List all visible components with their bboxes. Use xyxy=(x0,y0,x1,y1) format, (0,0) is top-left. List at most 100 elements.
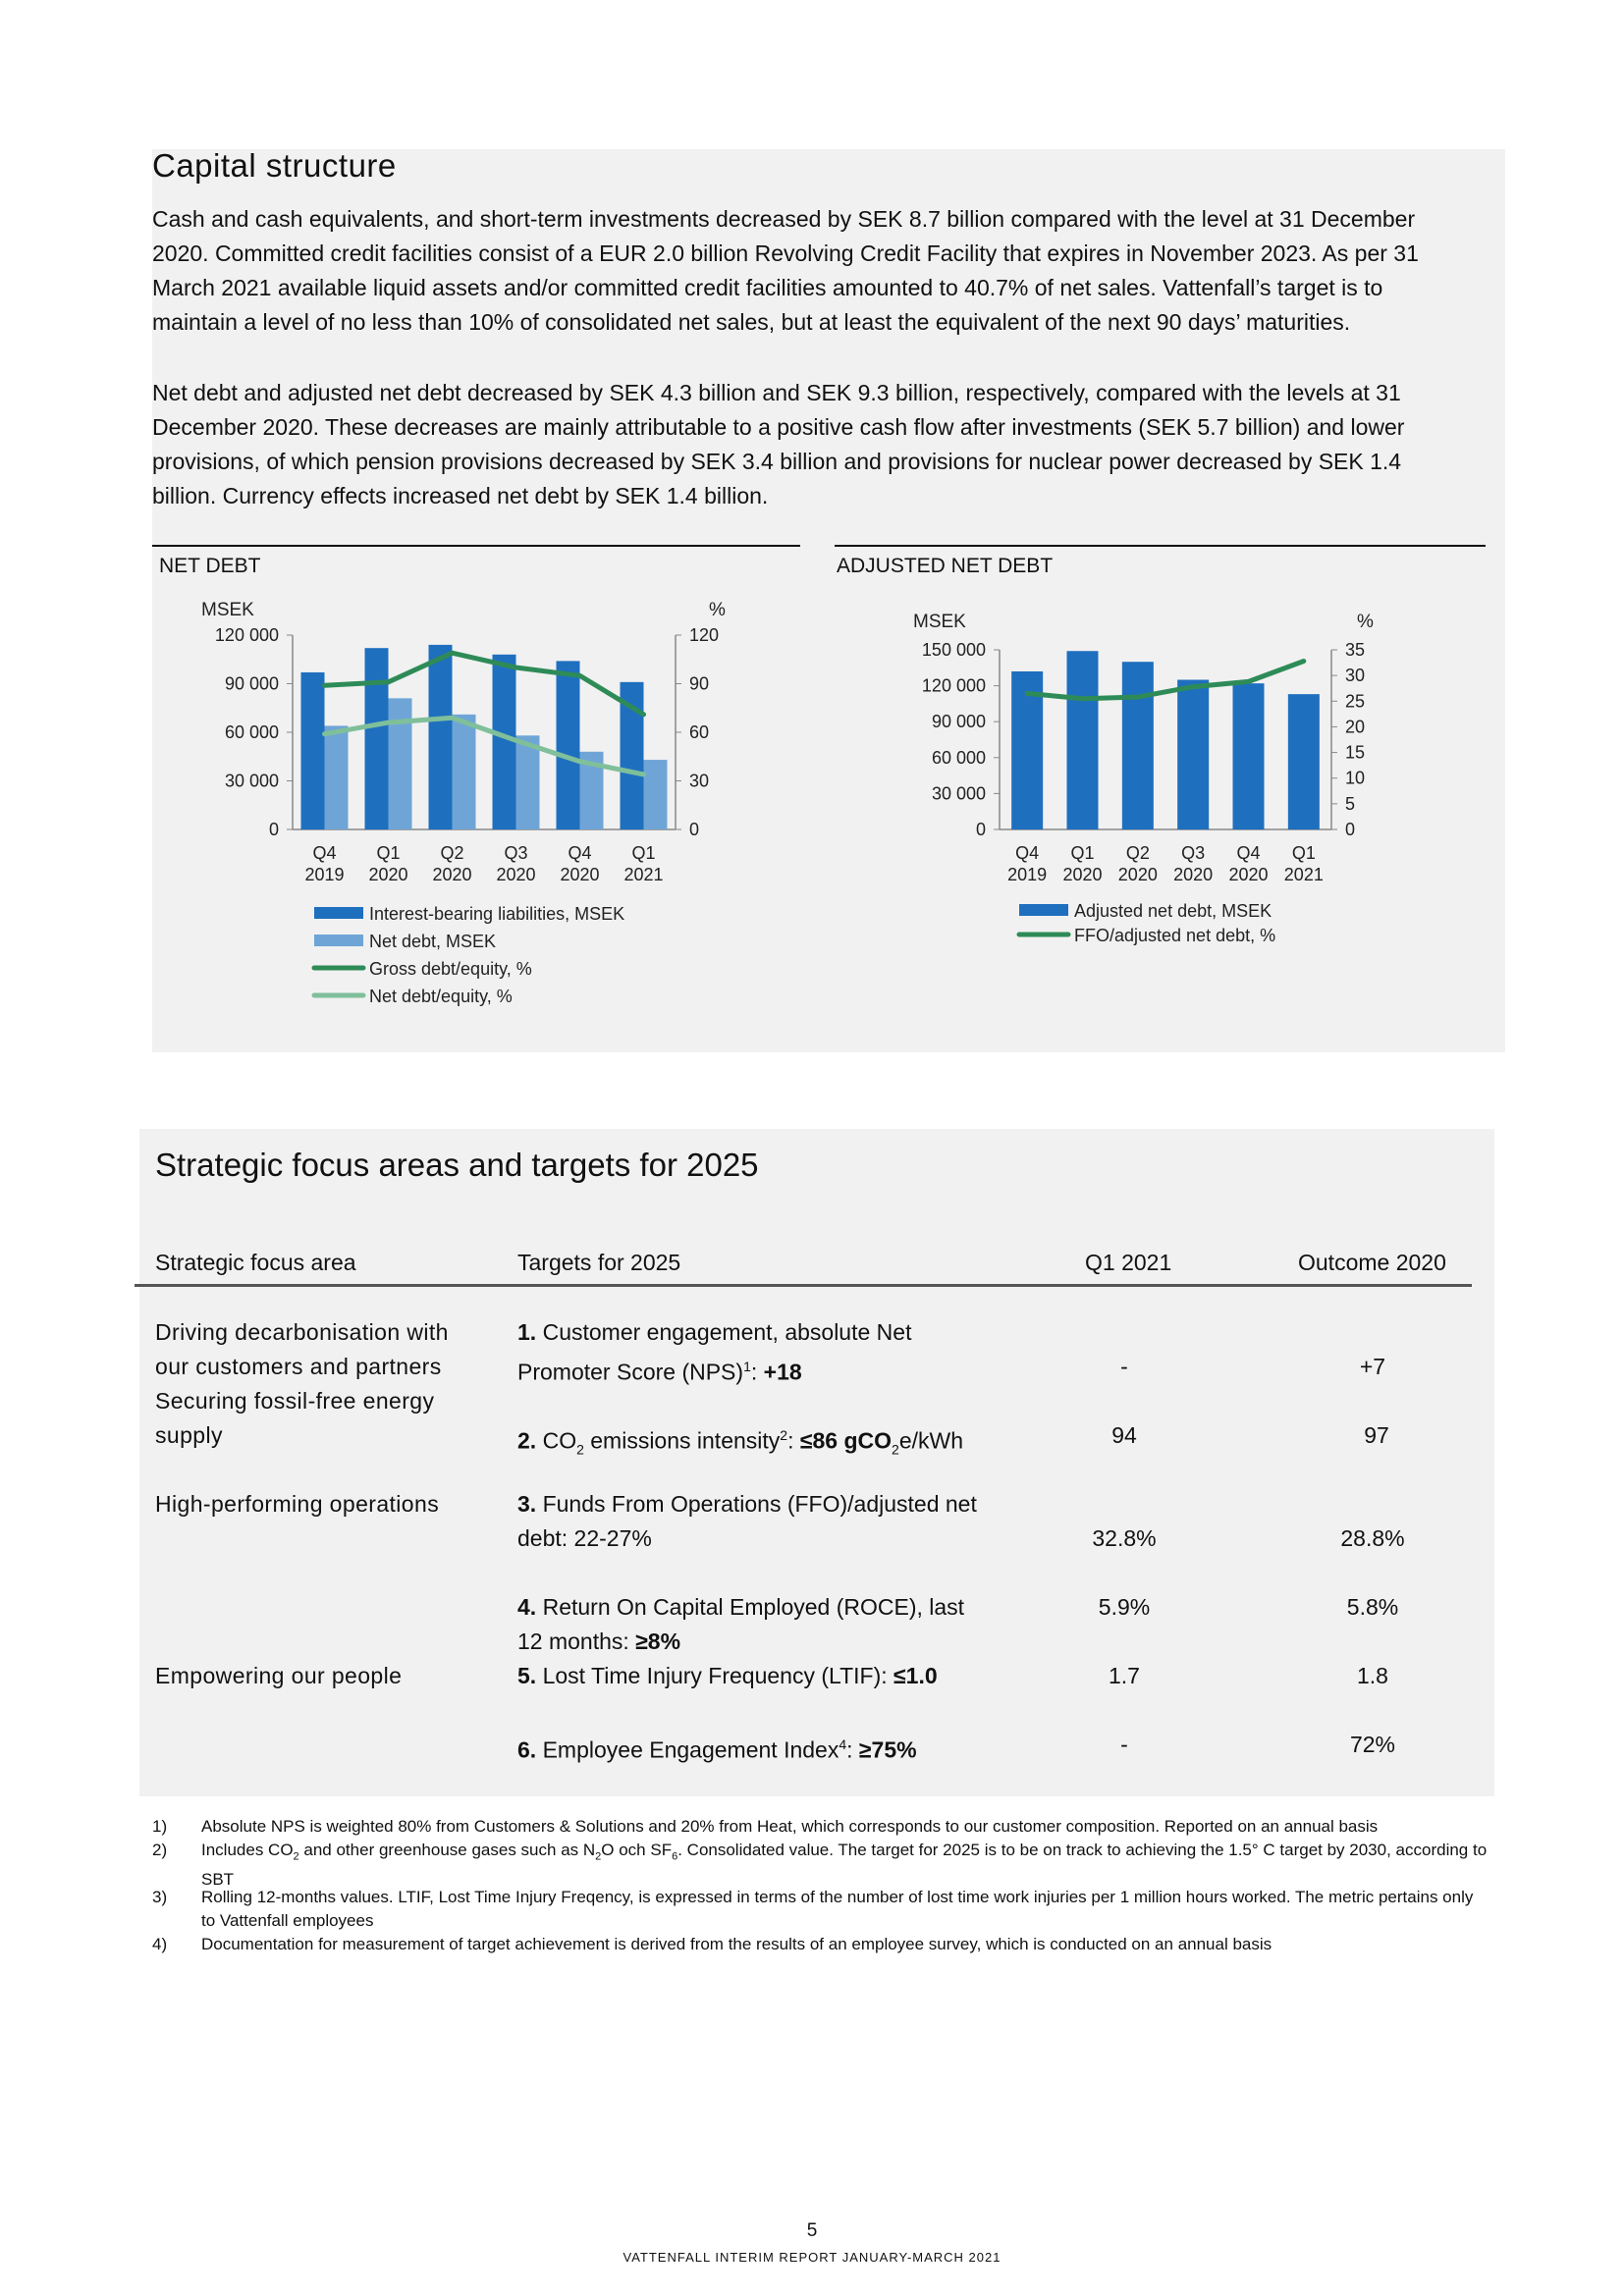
x-tick-label: Q3 2020 xyxy=(496,843,535,884)
x-tick-label: Q4 2020 xyxy=(1228,843,1268,884)
x-tick-label: Q3 2020 xyxy=(1173,843,1213,884)
area-high-performing: High-performing operations xyxy=(155,1491,440,1517)
footnote-2-number: 2) xyxy=(152,1841,168,1859)
bar-interest-bearing-liabilities-msek xyxy=(300,671,325,829)
net-debt-chart: MSEK % 0 30 000 60 000 90 000 120 000 0 30 60 90 12… xyxy=(201,600,726,1006)
y2-tick-label: 60 xyxy=(689,722,709,742)
outcome-value-1: +7 xyxy=(1359,1354,1386,1379)
y-tick-label: 150 000 xyxy=(922,640,986,660)
y2-tick-label: 0 xyxy=(1345,820,1355,839)
target-4-line-1: 4. Return On Capital Employed (ROCE), la… xyxy=(517,1594,965,1620)
target-1-line-2: Promoter Score (NPS)1: +18 xyxy=(517,1359,802,1385)
target-5: 5. Lost Time Injury Frequency (LTIF): ≤1… xyxy=(517,1663,938,1688)
bar-adjusted-net-debt-msek xyxy=(1177,679,1210,829)
footnote-1-text: Absolute NPS is weighted 80% from Custom… xyxy=(201,1817,1379,1836)
footnote-4-text: Documentation for measurement of target … xyxy=(201,1935,1272,1953)
q1-value-6: - xyxy=(1120,1732,1128,1757)
bar-adjusted-net-debt-msek xyxy=(1287,694,1320,829)
adjusted-net-debt-rule xyxy=(835,545,1486,547)
legend-label-net-debt-msek: Net debt, MSEK xyxy=(369,932,496,951)
bar-net-debt-msek xyxy=(515,735,540,829)
legend-swatch-adjusted-net-debt-msek xyxy=(1019,904,1068,916)
x-tick-label: Q4 2020 xyxy=(560,843,599,884)
x-tick-label: Q4 2019 xyxy=(304,843,344,884)
legend-swatch-net-debt-msek xyxy=(314,934,363,946)
line-net-debt-equity xyxy=(322,715,646,777)
target-2: 2. CO2 emissions intensity2: ≤86 gCO2e/k… xyxy=(517,1427,964,1458)
x-tick-label: Q2 2020 xyxy=(1118,843,1158,884)
bar-interest-bearing-liabilities-msek xyxy=(556,661,580,829)
y2-axis-unit-label: % xyxy=(1357,612,1374,632)
adjusted-net-debt-chart: MSEK % 0 30 000 60 000 90 000 120 000 150 000 0 5… xyxy=(913,612,1374,945)
area-line-2: our customers and partners xyxy=(155,1354,442,1379)
outcome-value-4: 5.8% xyxy=(1346,1594,1399,1620)
y2-tick-label: 35 xyxy=(1345,640,1365,660)
q1-value-2: 94 xyxy=(1111,1422,1137,1448)
y-tick-label: 60 000 xyxy=(932,748,986,768)
legend-label-gross-debt-equity: Gross debt/equity, % xyxy=(369,959,532,979)
footnote-4-number: 4) xyxy=(152,1935,168,1953)
capital-paragraph-1: Cash and cash equivalents, and short-ter… xyxy=(152,206,1419,335)
bar-interest-bearing-liabilities-msek xyxy=(364,648,389,829)
bar-net-debt-msek xyxy=(643,760,668,829)
y-tick-label: 30 000 xyxy=(225,772,279,791)
y2-tick-label: 30 xyxy=(689,772,709,791)
legend-label-adjusted-net-debt-msek: Adjusted net debt, MSEK xyxy=(1074,901,1272,921)
line-gross-debt-equity xyxy=(322,650,646,718)
q1-value-3: 32.8% xyxy=(1092,1525,1157,1551)
bar-interest-bearing-liabilities-msek xyxy=(428,644,453,829)
bar-interest-bearing-liabilities-msek xyxy=(492,654,516,829)
area-line-4: supply xyxy=(155,1422,223,1448)
target-3-line-1: 3. Funds From Operations (FFO)/adjusted … xyxy=(517,1491,977,1517)
area-line-1: Driving decarbonisation with xyxy=(155,1319,449,1345)
footnote-3-number: 3) xyxy=(152,1888,168,1906)
bar-net-debt-msek xyxy=(452,714,476,829)
bar-adjusted-net-debt-msek xyxy=(1121,662,1154,829)
header-targets: Targets for 2025 xyxy=(517,1250,681,1275)
header-strategic-area: Strategic focus area xyxy=(155,1250,356,1275)
capital-structure-title: Capital structure xyxy=(152,147,397,184)
strategic-title: Strategic focus areas and targets for 20… xyxy=(155,1147,759,1183)
capital-structure-panel xyxy=(152,149,1505,1052)
y-tick-label: 90 000 xyxy=(932,712,986,731)
adjusted-net-debt-chart-title: ADJUSTED NET DEBT xyxy=(837,555,1054,577)
y-tick-label: 90 000 xyxy=(225,674,279,694)
x-tick-label: Q1 2021 xyxy=(1284,843,1324,884)
y2-tick-label: 0 xyxy=(689,820,699,839)
y-tick-label: 30 000 xyxy=(932,783,986,803)
x-tick-label: Q2 2020 xyxy=(432,843,471,884)
bar-net-debt-msek xyxy=(324,725,349,829)
x-tick-label: Q1 2020 xyxy=(368,843,407,884)
y2-axis-unit-label: % xyxy=(709,600,726,620)
y-axis-unit-label: MSEK xyxy=(201,600,254,620)
q1-value-1: - xyxy=(1120,1354,1128,1379)
net-debt-rule xyxy=(152,545,800,547)
outcome-value-2: 97 xyxy=(1364,1422,1389,1448)
area-empowering: Empowering our people xyxy=(155,1663,403,1688)
x-tick-label: Q4 2019 xyxy=(1007,843,1047,884)
outcome-value-3: 28.8% xyxy=(1340,1525,1405,1551)
bar-adjusted-net-debt-msek xyxy=(1011,670,1044,829)
target-3-line-2: debt: 22-27% xyxy=(517,1525,652,1551)
strategic-panel xyxy=(139,1129,1494,1796)
header-outcome-2020: Outcome 2020 xyxy=(1298,1250,1446,1275)
target-1-line-1: 1. Customer engagement, absolute Net xyxy=(517,1319,912,1345)
footnote-2-text: Includes CO2 and other greenhouse gases … xyxy=(201,1841,1488,1890)
x-tick-label: Q1 2020 xyxy=(1062,843,1102,884)
target-4-line-2: 12 months: ≥8% xyxy=(517,1629,681,1654)
x-tick-label: Q1 2021 xyxy=(623,843,663,884)
header-q1-2021: Q1 2021 xyxy=(1085,1250,1172,1275)
line-ffo-adjusted-net-debt xyxy=(1024,659,1307,702)
footnote-1-number: 1) xyxy=(152,1817,168,1836)
table-header-rule xyxy=(135,1284,1472,1287)
y-tick-label: 120 000 xyxy=(215,625,279,645)
capital-paragraph-2: Net debt and adjusted net debt decreased… xyxy=(152,380,1405,508)
legend-label-interest-bearing-liabilities-msek: Interest-bearing liabilities, MSEK xyxy=(369,904,624,924)
y2-tick-label: 25 xyxy=(1345,691,1365,711)
legend-swatch-interest-bearing-liabilities-msek xyxy=(314,907,363,919)
footnote-3-text: Rolling 12-months values. LTIF, Lost Tim… xyxy=(201,1888,1474,1930)
y2-tick-label: 15 xyxy=(1345,743,1365,763)
target-6: 6. Employee Engagement Index4: ≥75% xyxy=(517,1736,917,1763)
y-axis-unit-label: MSEK xyxy=(913,612,966,632)
report-footer: VATTENFALL INTERIM REPORT JANUARY-MARCH … xyxy=(623,2250,1001,2265)
